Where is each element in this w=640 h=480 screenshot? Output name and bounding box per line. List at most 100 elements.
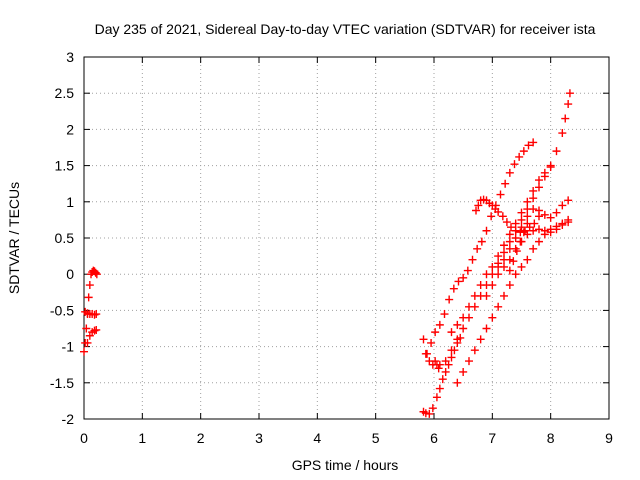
data-point <box>511 234 520 242</box>
data-point <box>435 320 444 329</box>
data-point <box>498 212 507 221</box>
y-tick-label: 3 <box>66 49 74 65</box>
data-point <box>529 205 538 214</box>
data-point <box>441 367 450 376</box>
x-tick-label: 4 <box>313 430 321 446</box>
data-point <box>511 226 520 235</box>
data-point <box>494 270 503 279</box>
data-point <box>505 266 514 275</box>
y-tick-label: 0.5 <box>55 230 75 246</box>
y-tick-label: -2 <box>62 411 75 427</box>
data-point <box>519 147 528 156</box>
data-point <box>540 168 549 177</box>
data-point <box>92 270 101 279</box>
data-point <box>423 349 431 358</box>
data-point <box>465 302 473 311</box>
data-point <box>425 409 434 418</box>
data-point <box>449 284 458 293</box>
data-point <box>476 281 485 290</box>
data-point <box>524 141 533 150</box>
data-point <box>488 281 497 290</box>
data-point <box>535 206 543 215</box>
data-point <box>529 138 538 147</box>
data-point <box>535 225 543 234</box>
data-point <box>558 201 567 210</box>
data-point <box>558 129 567 138</box>
data-point <box>90 326 99 335</box>
data-point <box>505 230 514 239</box>
data-point <box>523 255 532 264</box>
data-point <box>477 237 486 246</box>
x-tick-label: 3 <box>255 430 263 446</box>
data-point <box>510 160 519 169</box>
data-point <box>558 220 567 229</box>
tick-labels: 0 1 2 3 4 5 6 7 8 9 -2 -1.5 -1 -0.5 0 0.5 1 1.5 2 2.5 3 <box>50 49 613 446</box>
data-point <box>564 218 573 227</box>
data-point <box>428 404 437 413</box>
data-point <box>438 375 447 384</box>
data-point <box>85 281 94 290</box>
data-point <box>552 147 561 156</box>
data-point <box>453 335 462 344</box>
data-point <box>552 225 561 234</box>
data-points <box>80 89 574 418</box>
data-point <box>482 226 491 235</box>
data-point <box>84 293 93 302</box>
data-point <box>421 409 430 418</box>
x-tick-label: 7 <box>488 430 496 446</box>
data-point <box>546 228 555 237</box>
data-point <box>546 213 555 222</box>
data-point <box>80 347 88 356</box>
data-point <box>564 100 573 109</box>
y-tick-label: -0.5 <box>50 302 74 318</box>
data-point <box>561 114 570 123</box>
data-point <box>511 219 520 228</box>
data-point <box>515 152 524 161</box>
data-point <box>419 335 428 344</box>
data-point <box>435 384 444 393</box>
data-point <box>540 226 549 235</box>
data-point <box>496 190 505 199</box>
data-point <box>511 270 520 279</box>
x-axis-label: GPS time / hours <box>292 457 399 473</box>
data-point <box>459 324 468 333</box>
data-point <box>465 357 473 366</box>
data-point <box>529 226 538 235</box>
data-point <box>470 346 479 355</box>
x-tick-label: 0 <box>80 430 88 446</box>
data-point <box>440 310 449 319</box>
data-point <box>459 367 468 376</box>
data-point <box>447 353 456 362</box>
y-axis-label: SDTVAR / TECUs <box>6 182 22 294</box>
data-point <box>494 262 503 271</box>
y-tick-label: 2.5 <box>55 85 75 101</box>
data-point <box>517 215 526 224</box>
data-point <box>507 223 515 232</box>
data-point <box>427 338 436 347</box>
data-point <box>463 266 472 275</box>
y-tick-label: 0 <box>66 266 74 282</box>
data-point <box>546 163 555 172</box>
data-point <box>523 219 532 228</box>
data-point <box>512 247 521 256</box>
x-tick-label: 5 <box>372 430 380 446</box>
x-tick-label: 1 <box>138 430 146 446</box>
data-point <box>441 357 450 366</box>
data-point <box>91 268 100 277</box>
data-point <box>505 168 514 177</box>
data-point <box>523 212 532 221</box>
data-point <box>565 89 574 98</box>
data-point <box>500 241 508 250</box>
data-point <box>83 338 92 347</box>
data-point <box>92 310 101 319</box>
y-tick-label: -1 <box>62 339 75 355</box>
data-point <box>473 244 482 253</box>
axes <box>83 56 610 420</box>
grid-lines <box>84 57 609 419</box>
data-point <box>529 194 538 203</box>
data-point <box>523 197 532 206</box>
data-point <box>447 328 456 337</box>
data-point <box>447 346 456 355</box>
data-point <box>505 244 514 253</box>
